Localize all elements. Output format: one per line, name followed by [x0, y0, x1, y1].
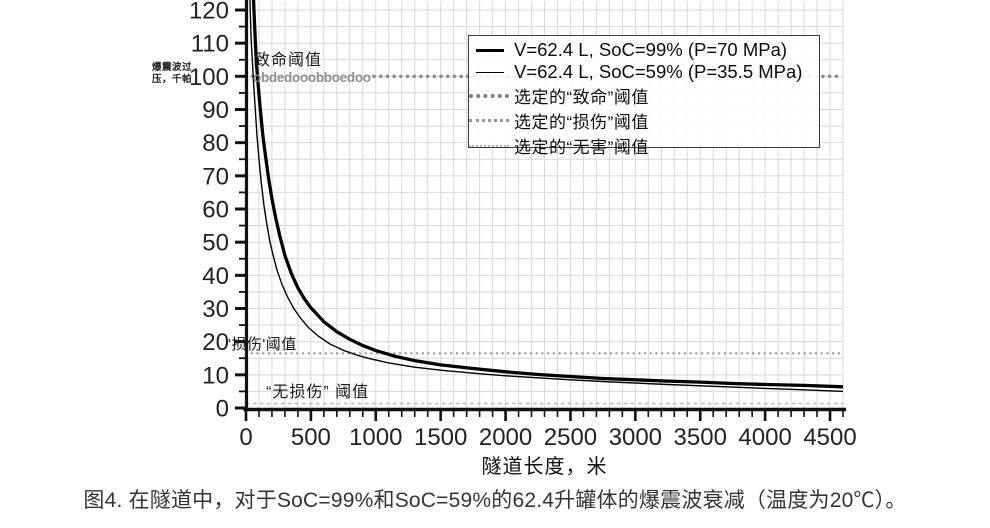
tick-label: 50 [202, 230, 229, 257]
y-axis-unit-line2: 压，千帕 [152, 74, 193, 85]
tick-label: 0 [216, 396, 229, 423]
legend-label: 选定的“无害”阈值 [514, 138, 649, 157]
tick-label: 80 [202, 130, 229, 157]
legend-sample-dots-dark [469, 93, 509, 98]
blast-decay-chart: 0 10 20 30 40 50 60 70 80 90 100 110 120 0 500 1000 1500… [189, 0, 857, 451]
x-axis-title: 隧道长度，米 [481, 456, 608, 478]
legend-item: 选定的“损伤”阈值 [469, 108, 813, 133]
legend-label: 选定的“损伤”阈值 [514, 113, 649, 132]
tick-label: 4500 [803, 424, 856, 451]
tick-label: 30 [202, 296, 229, 323]
legend-item: 选定的“无害”阈值 [469, 133, 813, 158]
tick-label: 2500 [544, 424, 597, 451]
legend-item: V=62.4 L, SoC=99% (P=70 MPa) [469, 39, 813, 61]
legend-item: V=62.4 L, SoC=59% (P=35.5 MPa) [469, 61, 813, 83]
tick-label: 120 [189, 0, 229, 25]
legend-sample-dots-light [469, 144, 509, 147]
legend-label: 选定的“致命”阈值 [514, 88, 649, 107]
curve-soc59 [249, 0, 843, 393]
tick-label: 40 [202, 263, 229, 290]
legend-label: V=62.4 L, SoC=59% (P=35.5 MPa) [514, 61, 803, 82]
lethal-dotted-line-artifact-text: obdedooobboedoo [253, 70, 371, 85]
legend-sample-line-thick [476, 48, 504, 52]
legend-sample-line-thin [476, 71, 504, 73]
ticks [235, 8, 844, 421]
tick-label: 60 [202, 197, 229, 224]
lethal-threshold-annotation: 致命阈值 [254, 52, 323, 69]
tick-label: 110 [191, 31, 229, 58]
legend-label: V=62.4 L, SoC=99% (P=70 MPa) [514, 39, 788, 60]
legend-sample-dots-medium [469, 119, 509, 122]
tick-label: 90 [202, 97, 229, 124]
series-curves [249, 0, 843, 393]
tick-label: 70 [202, 163, 229, 190]
tick-label: 2000 [479, 424, 532, 451]
tick-label: 4000 [738, 424, 791, 451]
damage-threshold-annotation: '损伤'阈值 [228, 336, 297, 353]
tick-label: 1500 [414, 424, 467, 451]
tick-label: 1000 [349, 424, 402, 451]
y-axis-unit-line1: 爆震波过 [152, 62, 193, 73]
tick-label: 10 [202, 362, 229, 389]
figure-caption: 图4. 在隧道中，对于SoC=99%和SoC=59%的62.4升罐体的爆震波衰减… [83, 489, 907, 512]
no-harm-threshold-annotation: “无损伤” 阈值 [266, 384, 370, 401]
tick-label: 100 [189, 64, 229, 91]
y-axis-unit-label: 爆震波过 压，千帕 [152, 62, 192, 86]
tick-label: 500 [291, 424, 331, 451]
chart-legend: V=62.4 L, SoC=99% (P=70 MPa) V=62.4 L, So… [468, 35, 820, 157]
tick-label: 20 [202, 329, 229, 356]
grid [246, 1, 844, 408]
legend-item: 选定的“致命”阈值 [469, 83, 813, 108]
curve-soc99 [251, 0, 843, 389]
tick-label: 3500 [674, 424, 727, 451]
tick-label: 0 [239, 424, 252, 451]
tick-label: 3000 [609, 424, 662, 451]
tick-labels: 0 10 20 30 40 50 60 70 80 90 100 110 120 0 500 1000 1500… [189, 0, 857, 451]
